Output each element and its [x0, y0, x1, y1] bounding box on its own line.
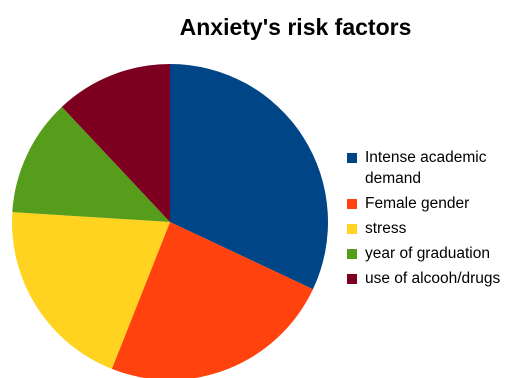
pie-slice-use-of-alcooh-drugs	[61, 64, 171, 222]
legend-label: Female gender	[365, 195, 470, 212]
legend-item-use-of-alcooh-drugs: use of alcooh/drugs	[347, 268, 531, 289]
legend-swatch	[347, 224, 357, 234]
legend-label: year of graduation	[365, 245, 490, 262]
legend-swatch	[347, 249, 357, 259]
pie-slice-female-gender	[111, 222, 313, 378]
legend-label: stress	[365, 220, 407, 237]
pie-slice-intense-academic-demand	[170, 64, 328, 290]
legend-item-intense-academic-demand: Intense academic demand	[347, 147, 531, 189]
pie-slice-stress	[11, 212, 170, 369]
legend-swatch	[347, 274, 357, 284]
pie-slice-year-of-graduation	[12, 106, 171, 222]
legend-swatch	[347, 153, 357, 163]
legend-label: Intense academic demand	[365, 149, 487, 187]
chart-title: Anxiety's risk factors	[179, 14, 412, 40]
legend: Intense academic demand Female gender st…	[347, 147, 531, 293]
legend-item-year-of-graduation: year of graduation	[347, 243, 531, 264]
legend-swatch	[347, 199, 357, 209]
legend-item-female-gender: Female gender	[347, 193, 531, 214]
legend-label: use of alcooh/drugs	[365, 270, 501, 287]
legend-item-stress: stress	[347, 218, 531, 239]
